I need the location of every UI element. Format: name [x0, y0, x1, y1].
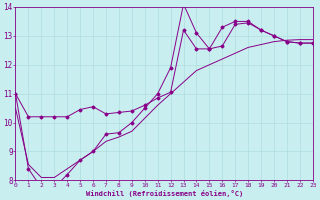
X-axis label: Windchill (Refroidissement éolien,°C): Windchill (Refroidissement éolien,°C): [85, 190, 243, 197]
